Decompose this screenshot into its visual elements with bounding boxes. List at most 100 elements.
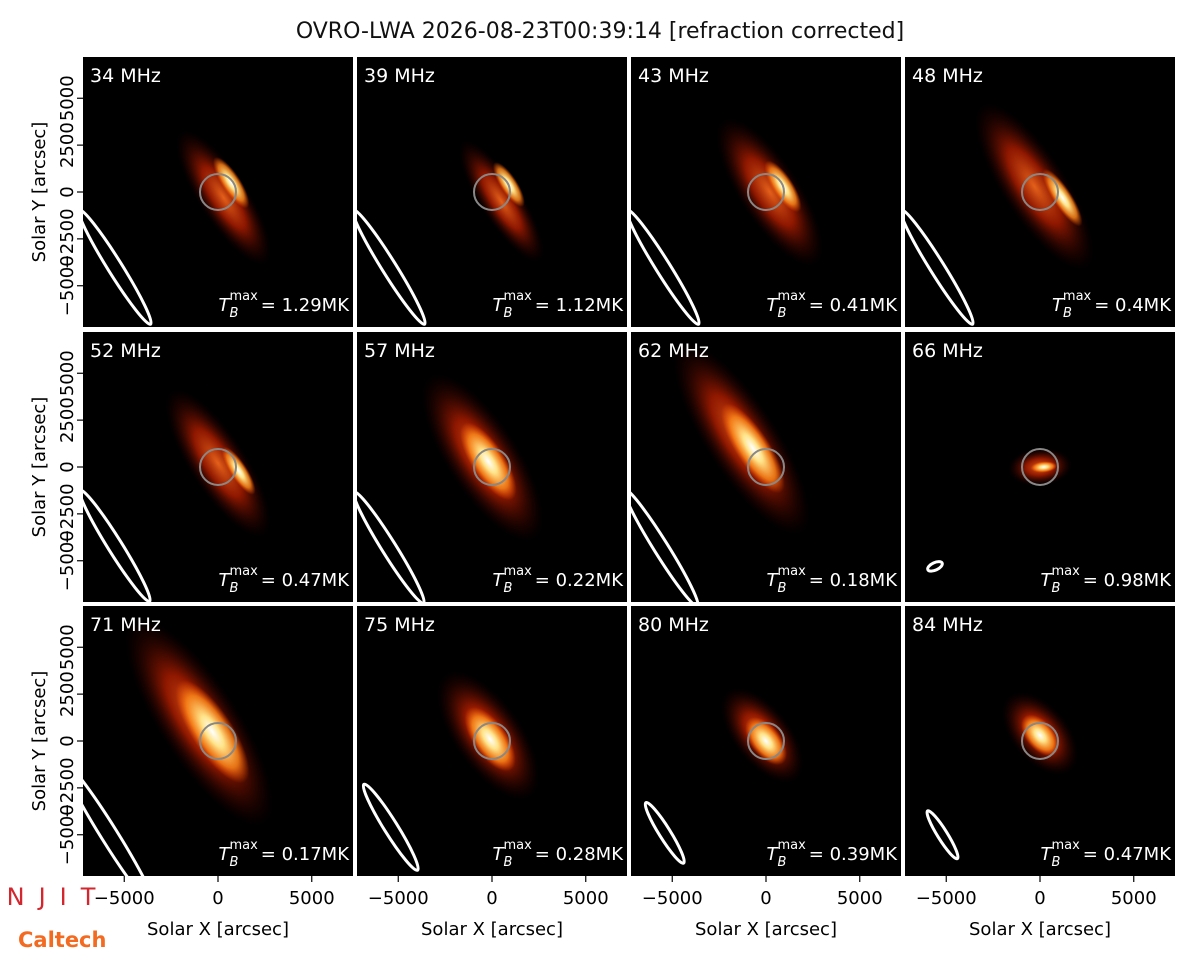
tb-subscript: B <box>230 581 239 596</box>
tb-annotation: TBmax = 0.39MK <box>767 838 899 870</box>
y-axis-label: Solar Y [arcsec] <box>29 397 50 538</box>
x-axis-label: Solar X [arcsec] <box>695 919 837 940</box>
tb-symbol: T <box>767 295 780 316</box>
panel-title: 75 MHz <box>364 614 435 636</box>
emission-core <box>212 156 250 209</box>
y-axis-label: Solar Y [arcsec] <box>29 671 50 812</box>
tb-symbol: T <box>219 295 232 316</box>
tb-value: = 0.41MK <box>809 295 898 316</box>
panel-title: 84 MHz <box>912 614 983 636</box>
y-tick-label: 5000 <box>57 75 78 121</box>
emission-core <box>1042 168 1083 227</box>
tb-subscript: B <box>778 855 787 870</box>
solar-disk <box>473 173 511 211</box>
solar-disk <box>747 173 785 211</box>
beam <box>643 801 686 865</box>
panel-title: 48 MHz <box>912 65 983 87</box>
tb-subscript: B <box>778 306 787 321</box>
tb-annotation: TBmax = 0.18MK <box>767 564 899 596</box>
x-axis-label: Solar X [arcsec] <box>421 919 563 940</box>
tb-superscript: max <box>1051 838 1080 853</box>
x-axis-label: Solar X [arcsec] <box>969 919 1111 940</box>
tb-superscript: max <box>229 838 258 853</box>
tb-superscript: max <box>503 289 532 304</box>
tb-symbol: T <box>493 295 506 316</box>
tb-value: = 0.22MK <box>535 570 624 591</box>
emission-core <box>175 680 250 784</box>
y-tick-label: −2500 <box>57 483 78 544</box>
tb-value: = 0.39MK <box>809 844 898 865</box>
emission-core <box>720 403 785 494</box>
y-tick-label: 0 <box>57 461 78 472</box>
tb-symbol: T <box>1052 295 1065 316</box>
x-tick-label: −5000 <box>916 888 977 909</box>
tb-annotation: TBmax = 0.41MK <box>767 289 899 321</box>
tb-annotation: TBmax = 0.47MK <box>219 564 351 596</box>
tb-subscript: B <box>504 306 513 321</box>
y-tick-label: 0 <box>57 735 78 746</box>
tb-symbol: T <box>767 570 780 591</box>
solar-disk <box>199 722 237 760</box>
panel-title: 71 MHz <box>90 614 161 636</box>
tb-symbol: T <box>1041 844 1054 865</box>
njit-logo: NJIT <box>7 883 110 911</box>
tb-subscript: B <box>504 855 513 870</box>
panel <box>905 606 1175 876</box>
panel-title: 80 MHz <box>638 614 709 636</box>
y-tick-label: −5000 <box>57 530 78 591</box>
tb-symbol: T <box>219 844 232 865</box>
emission-halo <box>165 389 271 538</box>
x-tick-label: 5000 <box>837 888 883 909</box>
solar-disk <box>1021 173 1059 211</box>
tb-subscript: B <box>1052 581 1061 596</box>
y-tick-label: 5000 <box>57 350 78 396</box>
beam <box>926 560 944 573</box>
tb-value: = 1.29MK <box>261 295 350 316</box>
panel-title: 43 MHz <box>638 65 709 87</box>
y-tick-label: 2500 <box>57 671 78 717</box>
x-tick-label: 5000 <box>1111 888 1157 909</box>
tb-symbol: T <box>1041 570 1054 591</box>
beam <box>357 490 426 602</box>
tb-subscript: B <box>504 581 513 596</box>
solar-disk <box>1021 722 1059 760</box>
tb-value: = 0.98MK <box>1083 570 1172 591</box>
emission-core <box>221 446 256 495</box>
x-axis-label: Solar X [arcsec] <box>147 919 289 940</box>
emission-halo <box>974 102 1094 270</box>
beam <box>631 487 700 602</box>
tb-subscript: B <box>778 581 787 596</box>
tb-symbol: T <box>493 844 506 865</box>
tb-value: = 0.17MK <box>261 844 350 865</box>
beam <box>361 782 420 872</box>
solar-disk <box>1021 448 1059 486</box>
y-axis-label: Solar Y [arcsec] <box>29 122 50 263</box>
panel <box>83 332 353 602</box>
panel <box>631 332 901 602</box>
tb-superscript: max <box>229 289 258 304</box>
panel <box>357 332 627 602</box>
tb-subscript: B <box>1052 855 1061 870</box>
tb-superscript: max <box>777 564 806 579</box>
panel <box>83 606 353 876</box>
x-tick-label: 5000 <box>563 888 609 909</box>
tb-value: = 0.18MK <box>809 570 898 591</box>
emission-core <box>1030 461 1057 473</box>
beam <box>83 208 153 326</box>
panel <box>905 57 1175 327</box>
tb-annotation: TBmax = 0.28MK <box>493 838 625 870</box>
x-tick-label: −5000 <box>94 888 155 909</box>
panel <box>357 606 627 876</box>
y-tick-label: −5000 <box>57 804 78 865</box>
tb-annotation: TBmax = 0.4MK <box>1052 289 1172 321</box>
y-tick-label: 2500 <box>57 122 78 168</box>
x-tick-label: −5000 <box>642 888 703 909</box>
y-tick-label: −2500 <box>57 757 78 818</box>
emission-core <box>745 716 787 766</box>
panel <box>905 332 1175 602</box>
tb-superscript: max <box>1063 289 1092 304</box>
panel <box>631 606 901 876</box>
caltech-logo: Caltech <box>18 928 106 952</box>
panel-title: 66 MHz <box>912 340 983 362</box>
